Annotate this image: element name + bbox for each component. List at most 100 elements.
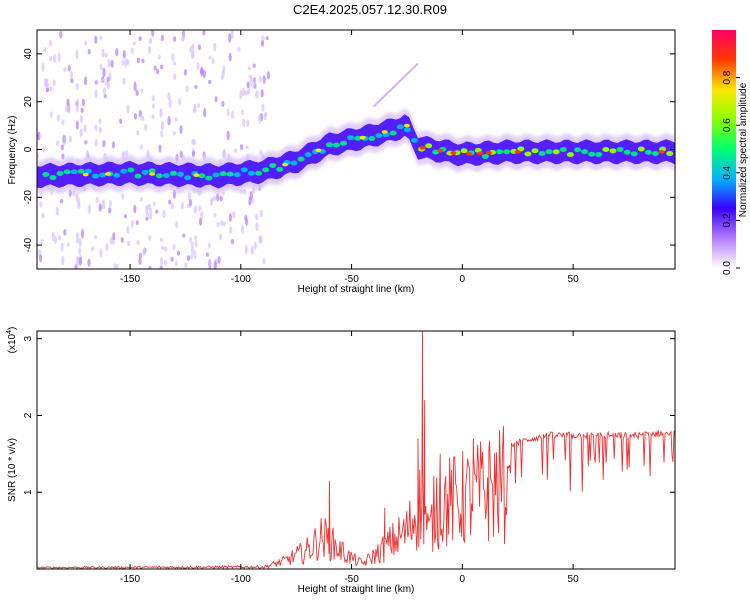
- spectrogram-noise-speck: [127, 240, 131, 247]
- spectrogram-ridge-blob: [120, 168, 128, 174]
- snr-background: [37, 331, 675, 569]
- spectrogram-noise-speck: [94, 80, 98, 85]
- spectrogram-noise-speck: [68, 189, 72, 197]
- spectrogram-noise-speck: [179, 125, 183, 134]
- colorbar-tick-label: 0.4: [722, 165, 733, 179]
- spectrogram-noise-speck: [84, 76, 88, 86]
- spectrogram-noise-speck: [67, 65, 71, 72]
- colorbar: 0.0 0.2 0.4 0.6 0.8 Normalized spectral ampl…: [712, 30, 749, 275]
- spectrogram-noise-speck: [192, 139, 196, 146]
- spectrogram-ridge-blob: [375, 133, 383, 139]
- spectrogram-ridge-blob: [84, 168, 92, 174]
- snr-x-label: Height of straight line (km): [298, 584, 415, 595]
- spectrogram-noise-speck: [102, 67, 106, 78]
- spectrogram-noise-speck: [258, 76, 262, 83]
- spectrogram-noise-speck: [222, 148, 226, 158]
- spectrogram-ridge-blob: [113, 172, 121, 178]
- spectrogram-hotspot: [419, 146, 426, 150]
- spectrogram-noise-speck: [162, 209, 166, 219]
- spectrogram-noise-speck: [172, 61, 177, 66]
- spectrogram-noise-speck: [75, 120, 79, 130]
- spectrogram-noise-speck: [133, 81, 137, 92]
- spectrogram-noise-speck: [61, 153, 65, 160]
- spectrogram-x-tick-label: -50: [344, 274, 359, 285]
- spectrogram-ridge-blob: [198, 173, 206, 179]
- spectrogram-noise-speck: [265, 36, 269, 41]
- spectrogram-noise-speck: [136, 130, 140, 136]
- spectrogram-noise-speck: [213, 42, 217, 52]
- spectrogram-noise-speck: [174, 259, 178, 266]
- spectrogram-noise-speck: [164, 246, 168, 252]
- spectrogram-noise-speck: [149, 215, 153, 220]
- spectrogram-noise-speck: [138, 36, 142, 41]
- spectrogram-ridge-blob: [169, 170, 177, 176]
- spectrogram-noise-speck: [111, 141, 116, 149]
- spectrogram-noise-speck: [84, 140, 88, 145]
- spectrogram-ridge-blob: [425, 143, 433, 149]
- spectrogram-noise-speck: [125, 58, 130, 66]
- spectrogram-noise-speck: [78, 237, 82, 248]
- spectrogram-noise-speck: [102, 140, 106, 148]
- spectrogram-noise-speck: [200, 211, 204, 219]
- spectrogram-noise-speck: [148, 265, 152, 269]
- spectrogram-noise-speck: [79, 114, 84, 123]
- spectrogram-noise-speck: [230, 30, 235, 39]
- spectrogram-noise-speck: [41, 62, 45, 72]
- spectrogram-noise-speck: [172, 130, 176, 136]
- spectrogram-x-label: Height of straight line (km): [298, 284, 415, 295]
- spectrogram-noise-speck: [102, 204, 106, 210]
- spectrogram-noise-speck: [125, 149, 129, 157]
- spectrogram-hotspot: [315, 148, 322, 153]
- spectrogram-hotspot: [403, 123, 410, 128]
- spectrogram-ridge-blob: [588, 151, 596, 157]
- spectrogram-noise-speck: [188, 199, 193, 207]
- spectrogram-hotspot: [381, 130, 388, 134]
- spectrogram-noise-speck: [98, 127, 103, 134]
- spectrogram-noise-speck: [167, 115, 171, 126]
- spectrogram-ridge-blob: [162, 172, 170, 178]
- spectrogram-noise-speck: [245, 218, 249, 226]
- spectrogram-noise-speck: [126, 104, 130, 114]
- spectrogram-noise-speck: [99, 35, 103, 40]
- spectrogram-noise-speck: [197, 103, 201, 109]
- spectrogram-noise-speck: [107, 58, 111, 68]
- colorbar-tick-label: 0.2: [722, 213, 733, 227]
- spectrogram-noise-speck: [63, 229, 67, 236]
- spectrogram-ridge-blob: [602, 146, 610, 152]
- spectrogram-ridge-blob: [276, 166, 284, 172]
- snr-y-multiplier: (x104): [6, 327, 18, 354]
- spectrogram-noise-speck: [160, 245, 165, 251]
- snr-y-multiplier-suffix: ): [7, 327, 18, 330]
- spectrogram-noise-speck: [56, 113, 60, 122]
- spectrogram-noise-speck: [164, 259, 168, 266]
- spectrogram-hotspot: [82, 172, 89, 177]
- spectrogram-noise-speck: [80, 107, 84, 113]
- spectrogram-noise-speck: [228, 52, 232, 62]
- colorbar-label: Normalized spectral amplitude: [738, 82, 749, 217]
- spectrogram-noise-speck: [159, 256, 164, 267]
- spectrogram-noise-speck: [151, 114, 155, 120]
- spectrogram-ridge-blob: [212, 172, 220, 178]
- spectrogram-ridge-blob: [581, 149, 589, 155]
- spectrogram-noise-speck: [248, 74, 252, 79]
- spectrogram-ridge-blob: [219, 171, 227, 177]
- spectrogram-noise-speck: [190, 244, 195, 254]
- spectrogram-ridge-blob: [333, 142, 341, 148]
- spectrogram-noise-speck: [87, 204, 91, 215]
- snr-panel: -150 -100 -50 0 50 1 2 3 Height of straight li…: [6, 327, 676, 595]
- spectrogram-ridge-blob: [637, 146, 645, 152]
- spectrogram-noise-speck: [192, 106, 197, 114]
- spectrogram-ridge-blob: [616, 146, 624, 152]
- spectrogram-x-tick-label: -150: [120, 274, 140, 285]
- spectrogram-ridge-blob: [559, 147, 567, 153]
- spectrogram-noise-speck: [87, 258, 91, 267]
- spectrogram-noise-speck: [49, 86, 53, 92]
- spectrogram-noise-speck: [130, 220, 135, 228]
- spectrogram-noise-speck: [168, 98, 172, 109]
- snr-x-tick-label: 50: [568, 574, 580, 585]
- spectrogram-hotspot: [465, 152, 472, 156]
- spectrogram-noise-speck: [147, 203, 151, 210]
- spectrogram-noise-speck: [79, 128, 83, 138]
- spectrogram-noise-speck: [136, 240, 140, 245]
- spectrogram-noise-speck: [83, 124, 87, 133]
